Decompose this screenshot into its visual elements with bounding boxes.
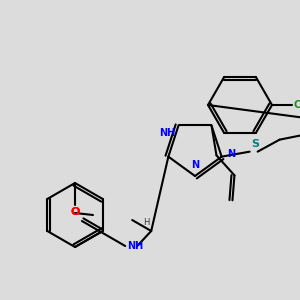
Text: NH: NH xyxy=(127,241,143,251)
Text: NH: NH xyxy=(159,128,176,138)
Text: O: O xyxy=(70,207,80,217)
Text: N: N xyxy=(226,149,235,159)
Text: N: N xyxy=(191,160,199,170)
Text: H: H xyxy=(143,218,149,227)
Text: S: S xyxy=(252,139,260,149)
Text: O: O xyxy=(70,207,80,217)
Text: Cl: Cl xyxy=(294,100,300,110)
